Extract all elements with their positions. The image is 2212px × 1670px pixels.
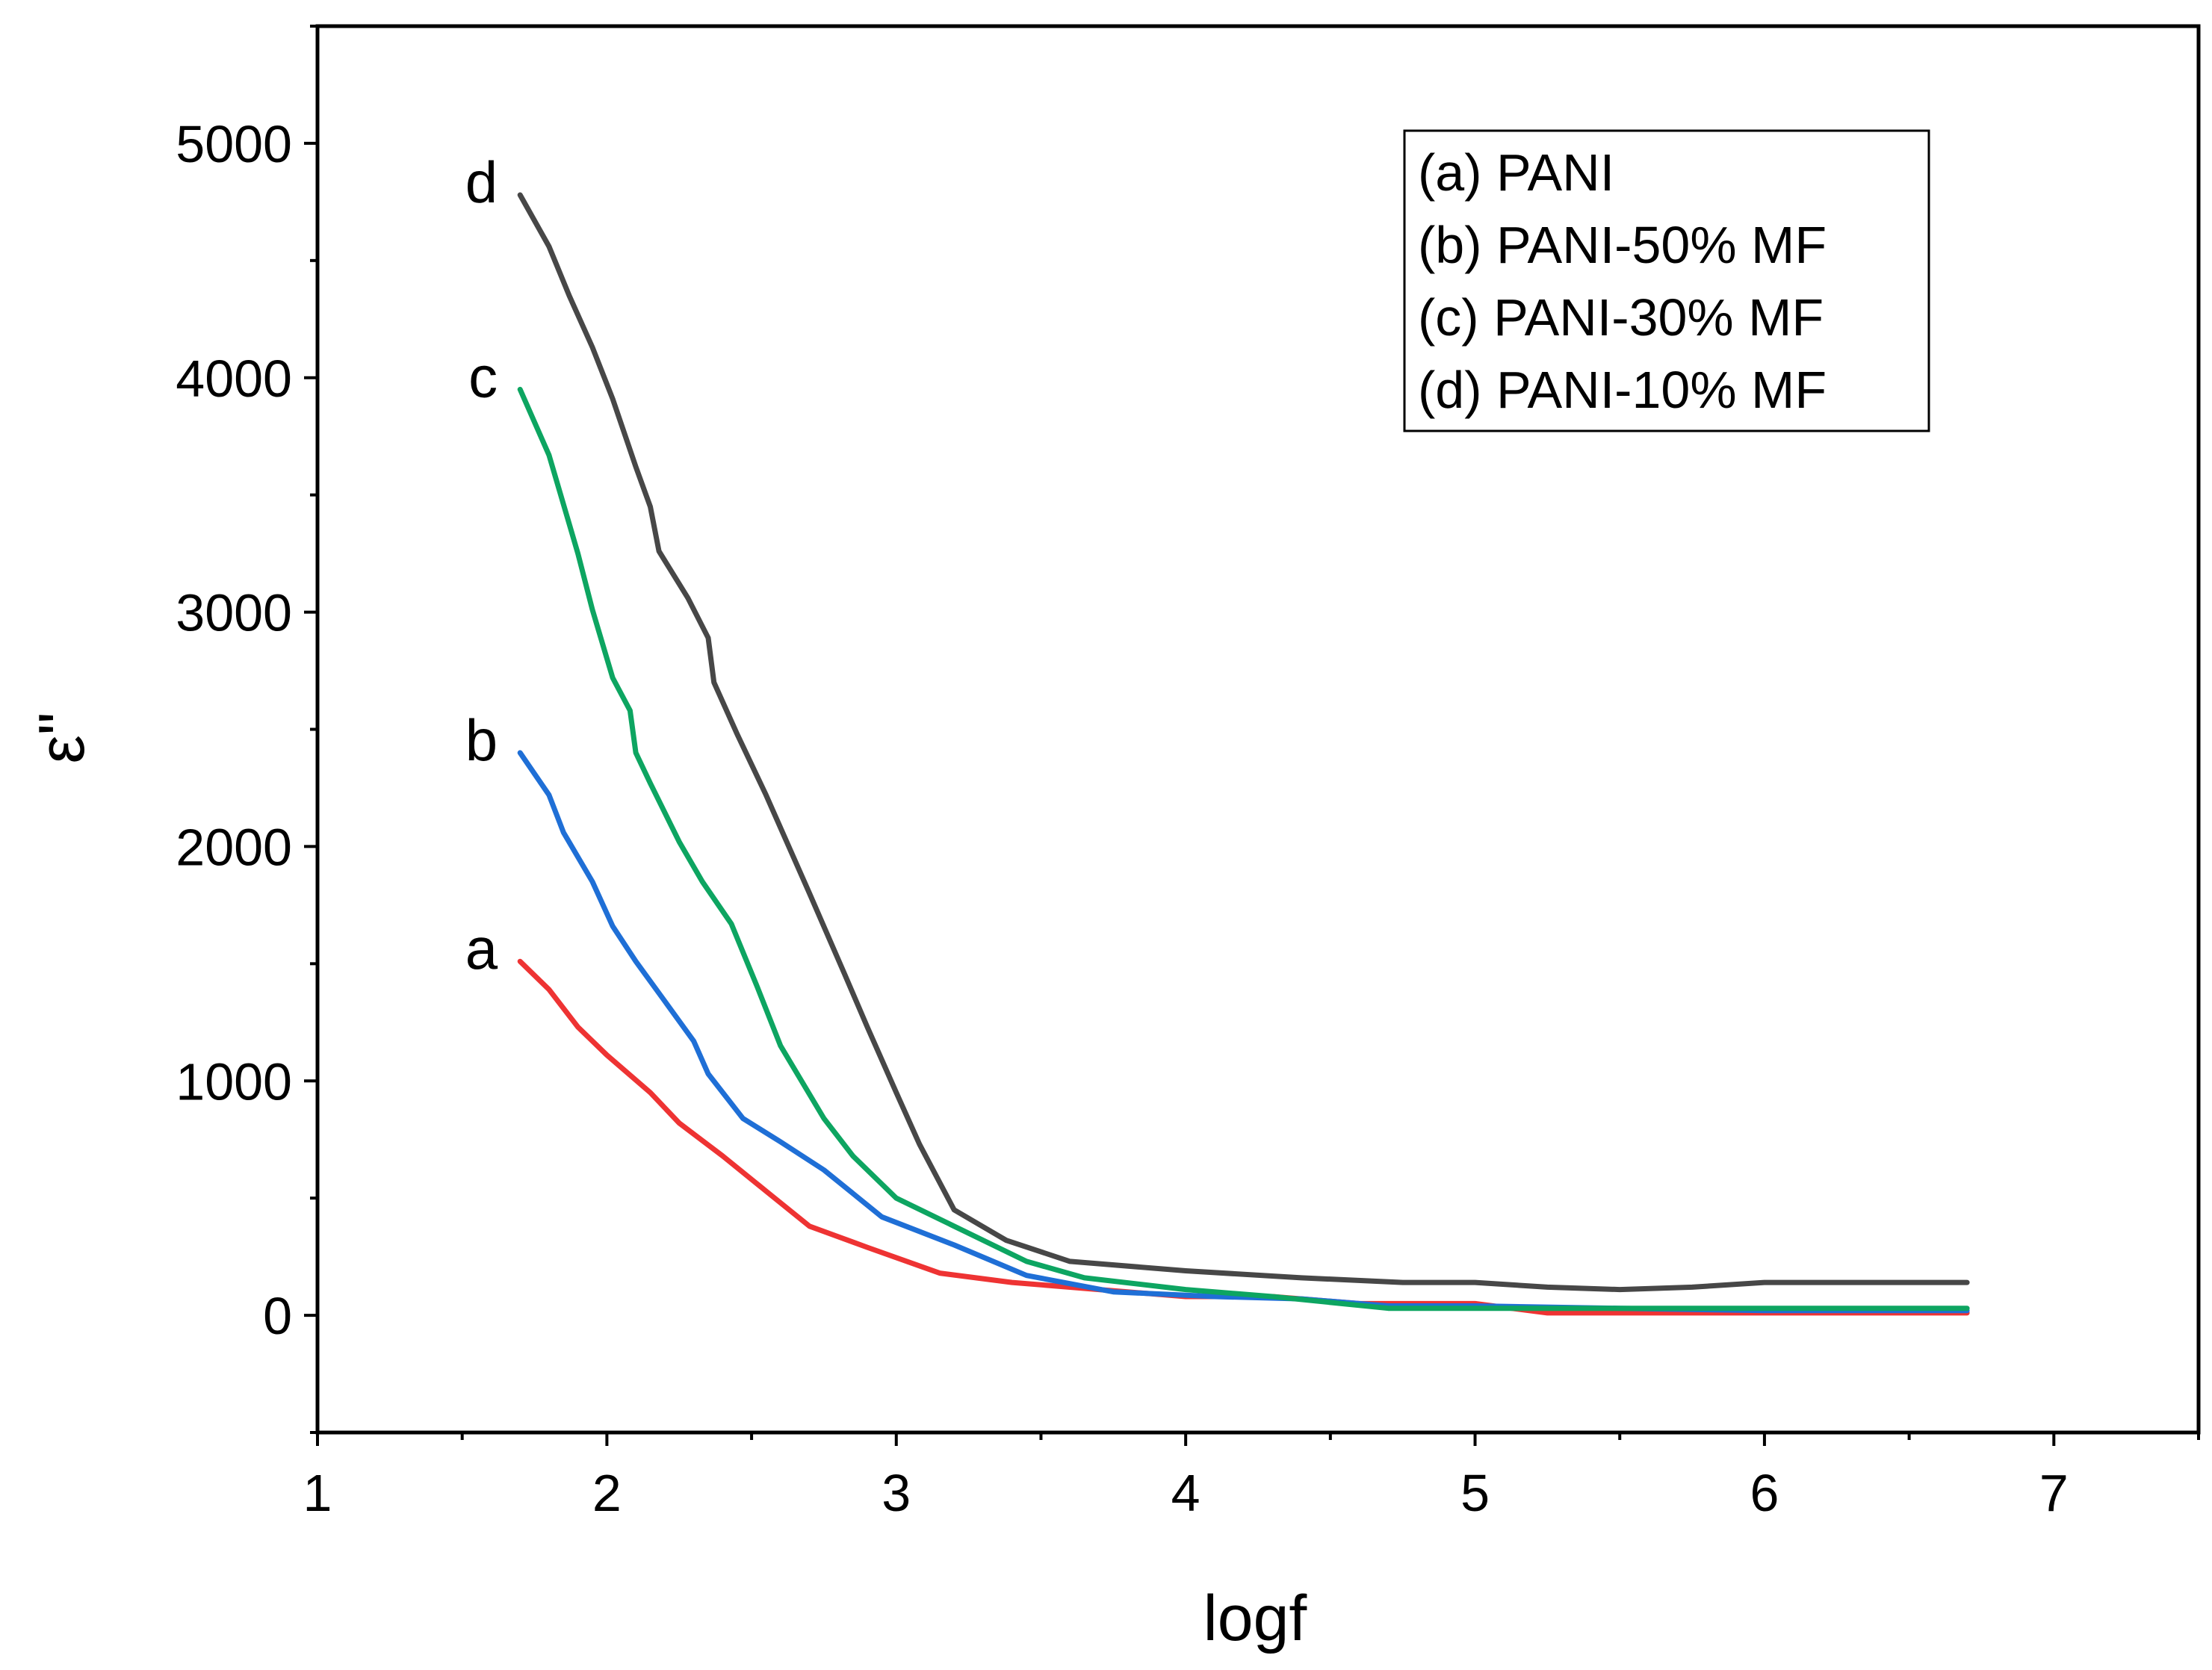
y-axis: 0 1000 2000 3000 4000 5000	[176, 25, 317, 1434]
y-tick-label: 3000	[176, 584, 292, 642]
series-line-a	[517, 958, 1970, 1316]
x-tick-label: 1	[303, 1464, 332, 1522]
series-group	[517, 192, 1970, 1316]
curve-label-a: a	[465, 916, 498, 981]
x-tick-label: 7	[2039, 1464, 2069, 1522]
series-line-b	[517, 750, 1970, 1314]
y-tick-label: 2000	[176, 818, 292, 876]
x-axis: 1 2 3 4 5 6 7	[303, 1432, 2200, 1522]
y-tick-label: 4000	[176, 350, 292, 408]
x-tick-label: 4	[1171, 1464, 1201, 1522]
curve-labels: a b c d	[465, 149, 498, 981]
curve-label-c: c	[468, 344, 498, 409]
x-tick-label: 3	[882, 1464, 911, 1522]
x-axis-title: logf	[1203, 1583, 1308, 1654]
legend: (a) PANI (b) PANI-50% MF (c) PANI-30% MF (d…	[1403, 129, 1930, 432]
x-tick-label: 2	[592, 1464, 622, 1522]
x-tick-label: 5	[1460, 1464, 1490, 1522]
curve-label-d: d	[465, 149, 498, 215]
y-tick-label: 5000	[176, 115, 292, 173]
legend-entry-c: (c) PANI-30% MF	[1418, 288, 1824, 347]
legend-entry-d: (d) PANI-10% MF	[1418, 361, 1827, 419]
legend-box	[1403, 129, 1930, 432]
y-tick-label: 1000	[176, 1052, 292, 1111]
y-tick-label: 0	[263, 1287, 292, 1345]
legend-entry-b: (b) PANI-50% MF	[1418, 216, 1827, 274]
x-tick-label: 6	[1750, 1464, 1779, 1522]
series-line-c	[517, 386, 1970, 1312]
legend-entry-a: (a) PANI	[1418, 143, 1614, 202]
series-line-d	[517, 192, 1970, 1293]
y-axis-title: ε"	[26, 713, 98, 764]
curve-label-b: b	[465, 707, 498, 773]
